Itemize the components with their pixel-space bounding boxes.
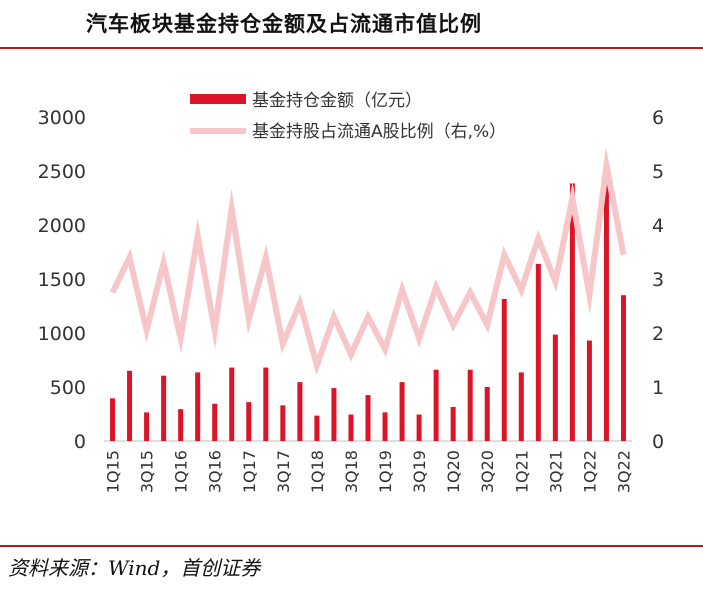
- bar: [450, 406, 456, 441]
- x-tick-label: 3Q16: [206, 450, 225, 493]
- legend: 基金持仓金额（亿元） 基金持股占流通A股比例（右,%）: [190, 91, 506, 142]
- y-left-tick-label: 1500: [38, 269, 86, 291]
- bar: [569, 183, 575, 442]
- x-tick-label: 1Q17: [240, 450, 259, 493]
- bar: [195, 372, 201, 441]
- y-left-tick-label: 0: [74, 431, 86, 453]
- bar: [433, 369, 439, 441]
- bar: [144, 412, 150, 441]
- bar: [127, 370, 133, 441]
- legend-bar-swatch: [190, 94, 246, 104]
- y-left-tick-label: 2000: [38, 215, 86, 237]
- x-tick-label: 3Q18: [342, 450, 361, 493]
- x-tick-label: 1Q16: [172, 450, 191, 493]
- bar: [263, 367, 269, 441]
- x-tick-label: 1Q22: [580, 450, 599, 493]
- bar: [399, 382, 405, 441]
- chart-title: 汽车板块基金持仓金额及占流通市值比例: [86, 12, 482, 36]
- y-left-tick-labels: 0 500 1000 1500 2000 2500 3000: [38, 107, 86, 453]
- bar: [467, 369, 473, 441]
- bar: [365, 395, 371, 441]
- legend-line-label: 基金持股占流通A股比例（右,%）: [252, 122, 506, 142]
- bar: [484, 387, 490, 441]
- x-tick-label: 1Q18: [308, 450, 327, 493]
- y-left-tick-label: 500: [50, 377, 86, 399]
- bar: [229, 367, 235, 441]
- bar: [212, 403, 218, 441]
- y-right-tick-label: 6: [652, 107, 664, 129]
- bar: [161, 375, 167, 441]
- bar: [535, 263, 541, 441]
- y-left-tick-label: 1000: [38, 323, 86, 345]
- x-tick-label: 3Q21: [546, 450, 565, 493]
- bar-series: [110, 162, 626, 442]
- y-left-tick-label: 3000: [38, 107, 86, 129]
- bar: [178, 409, 184, 441]
- x-tick-label: 3Q20: [478, 450, 497, 493]
- bar: [416, 414, 422, 441]
- bar: [382, 412, 388, 441]
- footer-rule: [0, 545, 703, 547]
- x-tick-label: 3Q22: [614, 450, 633, 493]
- x-tick-labels: 1Q15 3Q15 1Q16 3Q16 1Q17 3Q17 1Q18 3Q18 1Q19 3Q19…: [104, 450, 634, 493]
- bar: [314, 415, 320, 441]
- y-right-tick-label: 2: [652, 323, 664, 345]
- x-tick-label: 1Q19: [376, 450, 395, 493]
- bar: [110, 398, 116, 441]
- bar: [280, 405, 286, 441]
- bar: [348, 414, 354, 441]
- y-right-tick-label: 5: [652, 161, 664, 183]
- bar: [603, 162, 609, 442]
- x-tick-label: 1Q21: [512, 450, 531, 493]
- bar: [297, 382, 303, 441]
- y-right-tick-label: 1: [652, 377, 664, 399]
- chart: 基金持仓金额（亿元） 基金持股占流通A股比例（右,%） 1Q15 3Q15 1Q16…: [38, 91, 664, 493]
- header-rule: [0, 47, 703, 49]
- source-note: 资料来源：Wind，首创证券: [8, 556, 261, 580]
- bar: [246, 402, 252, 441]
- y-right-tick-label: 0: [652, 431, 664, 453]
- bar: [552, 334, 558, 441]
- series-line: [109, 146, 627, 376]
- x-tick-label: 3Q15: [138, 450, 157, 493]
- bar: [518, 372, 524, 441]
- line-series: [109, 146, 627, 376]
- x-tick-label: 3Q17: [274, 450, 293, 493]
- bar: [620, 295, 626, 441]
- bar: [586, 340, 592, 441]
- y-left-tick-label: 2500: [38, 161, 86, 183]
- legend-bar-label: 基金持仓金额（亿元）: [252, 91, 422, 111]
- legend-line-swatch: [190, 128, 246, 134]
- y-right-tick-label: 4: [652, 215, 664, 237]
- bar: [331, 388, 337, 441]
- x-tick-label: 1Q20: [444, 450, 463, 493]
- y-right-tick-labels: 0 1 2 3 4 5 6: [652, 107, 664, 453]
- x-tick-label: 1Q15: [104, 450, 123, 493]
- bar: [501, 298, 507, 441]
- x-tick-label: 3Q19: [410, 450, 429, 493]
- y-right-tick-label: 3: [652, 269, 664, 291]
